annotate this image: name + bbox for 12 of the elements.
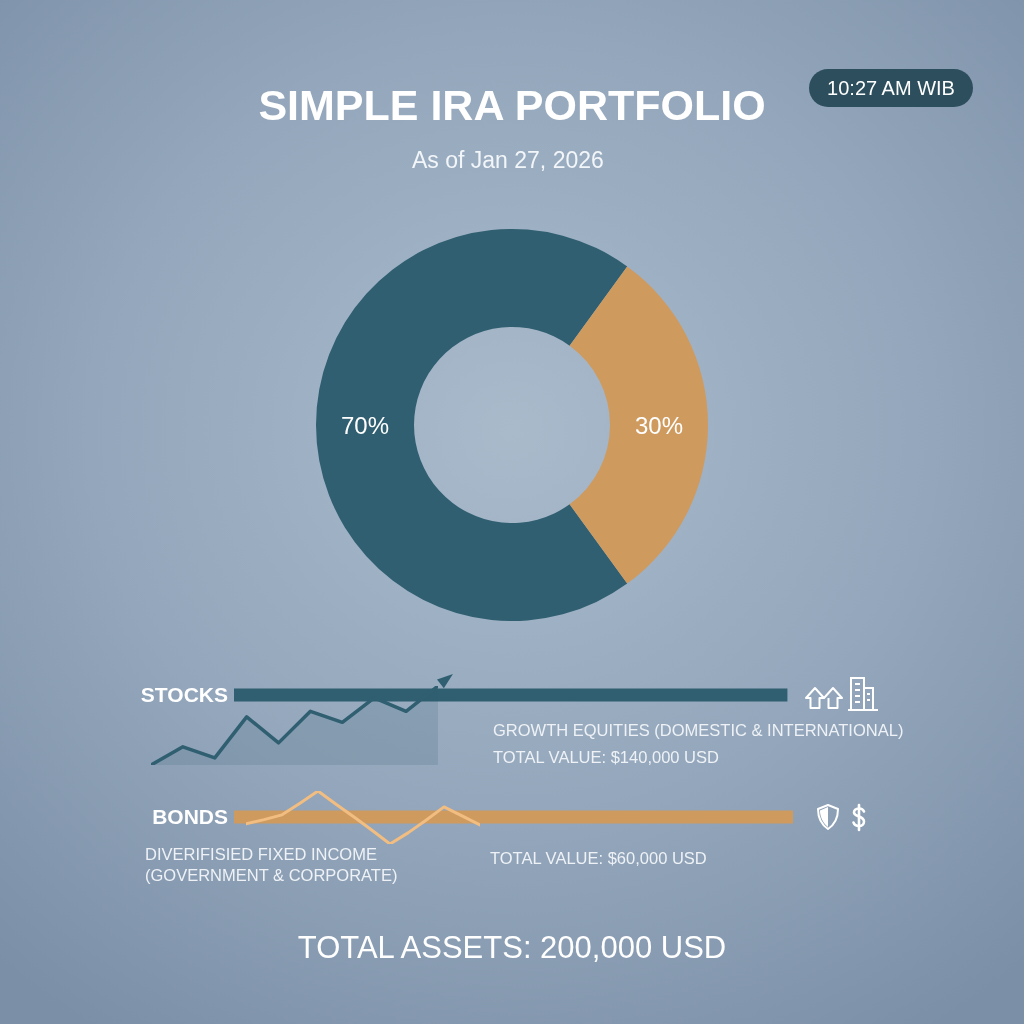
chart-subtitle: As of Jan 27, 2026 [412, 147, 604, 173]
data-label: 30% [634, 411, 684, 439]
y-tick-label: STOCKS [140, 683, 228, 707]
annotation: TOTAL VALUE: $60,000 USD [490, 848, 707, 870]
text: 10:27 AM WIB [827, 76, 955, 101]
y-tick-label: BONDS [152, 805, 228, 829]
annotation: GROWTH EQUITIES (DOMESTIC & INTERNATIONAL) [493, 720, 904, 742]
text: TOTAL ASSETS: 200,000 USD [297, 928, 727, 967]
chart-title: SIMPLE IRA PORTFOLIO [258, 81, 766, 130]
annotation: DIVERIFISIED FIXED INCOME (GOVERNMENT & CORPORATE) [145, 843, 398, 886]
data-label: 70% [340, 411, 390, 439]
annotation: TOTAL VALUE: $140,000 USD [493, 747, 719, 769]
